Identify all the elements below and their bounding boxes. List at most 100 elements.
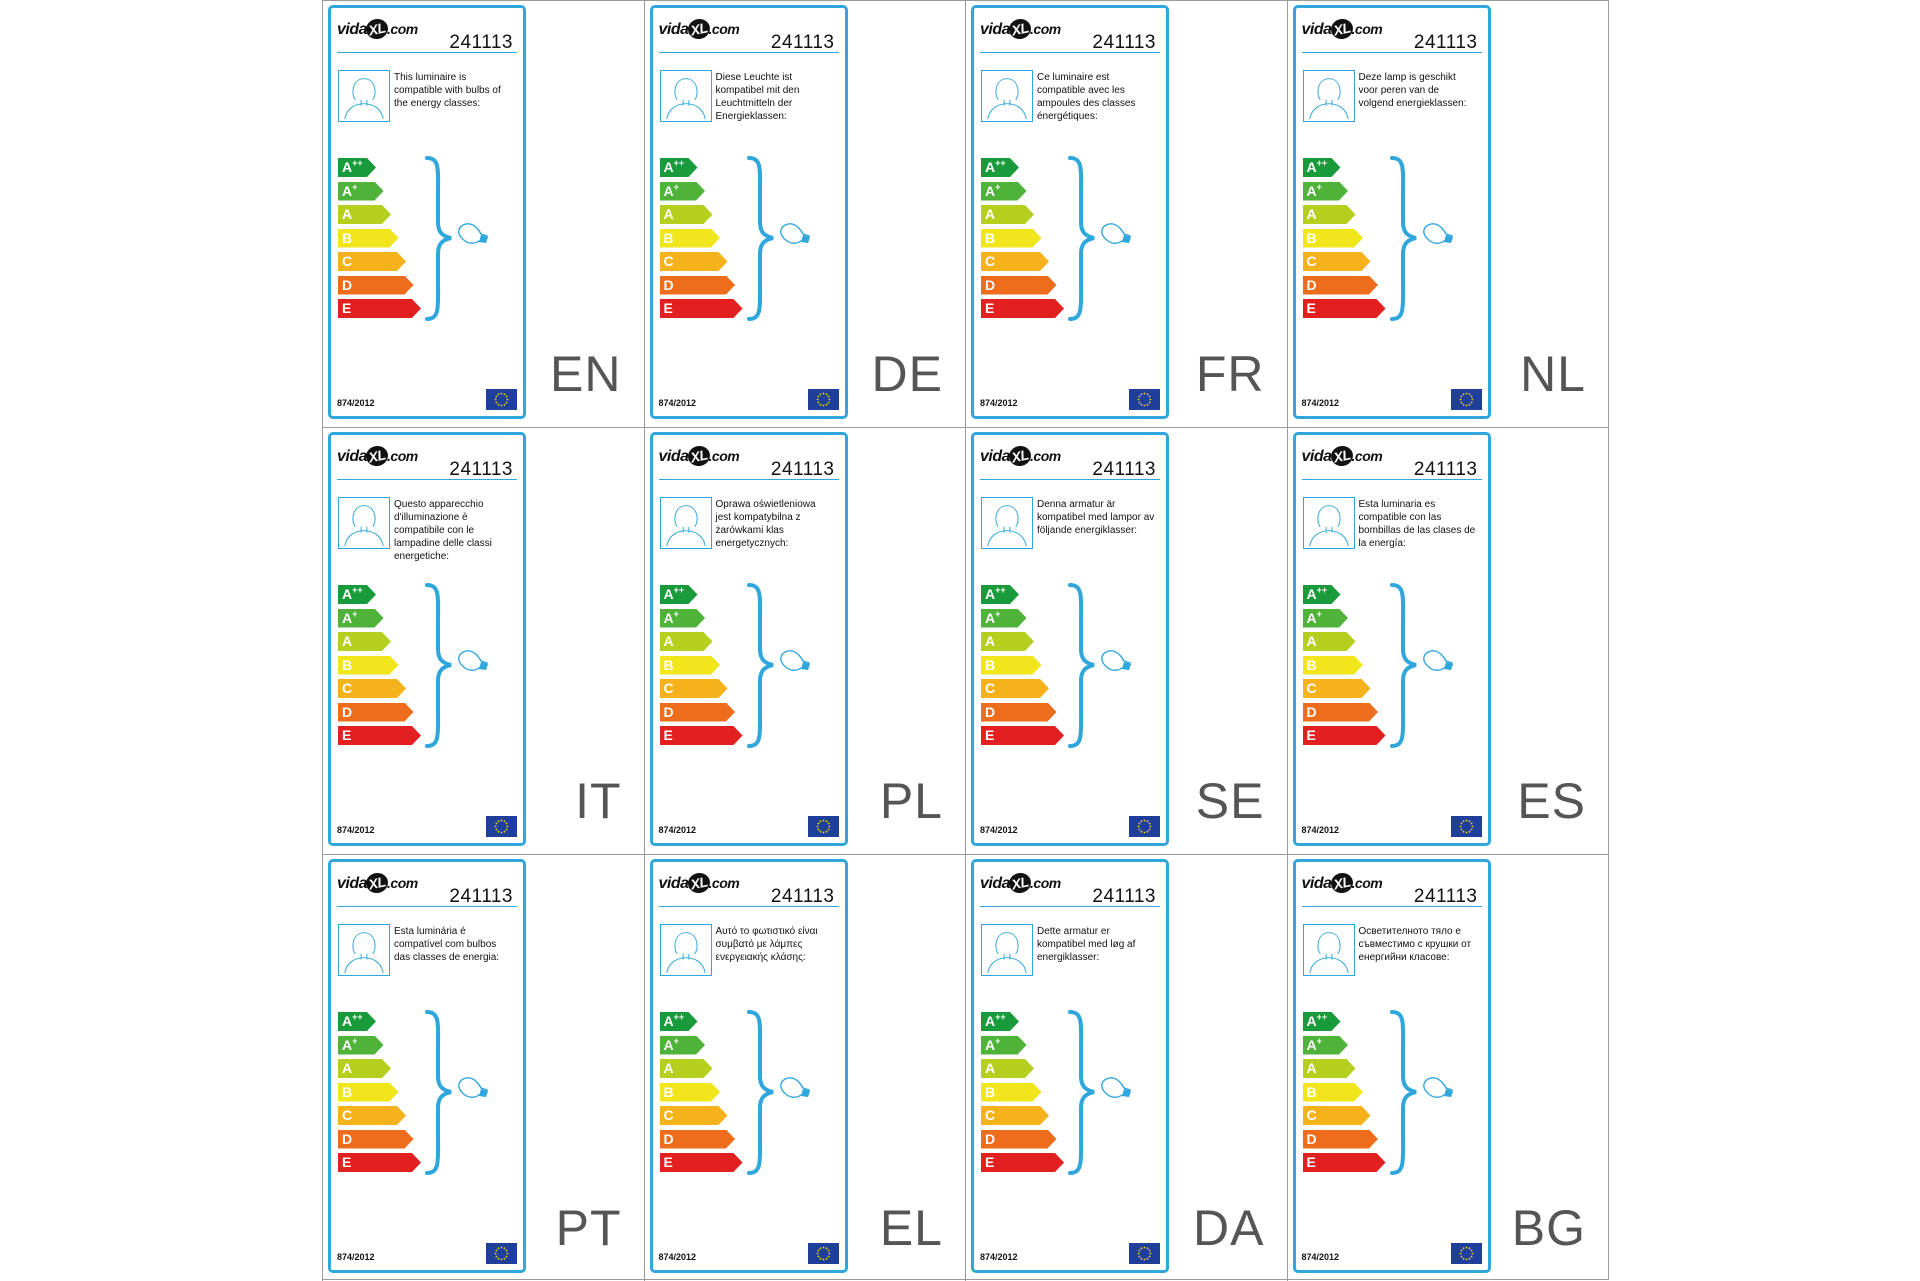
vidaxl-logo: vidaXL.com: [659, 16, 740, 42]
label-cell-it: vidaXL.com 241113 Questo apparecchio d'i…: [322, 427, 644, 854]
energy-class-bar: B: [981, 1083, 1042, 1102]
energy-class-bar: E: [338, 1153, 421, 1172]
energy-class-bar: E: [660, 299, 743, 318]
energy-label-card: vidaXL.com 241113 Oprawa oświetleniowa j…: [649, 432, 848, 846]
energy-class-scale: A++ A+ A B C D E: [338, 585, 428, 750]
luminaire-icon: [338, 924, 390, 976]
energy-class-scale: A++ A+ A B C D E: [660, 1012, 750, 1177]
energy-class-bar: C: [1303, 1106, 1371, 1125]
eu-flag-icon: [807, 1243, 839, 1264]
regulation-number: 874/2012: [980, 1252, 1018, 1262]
energy-class-bar: D: [981, 703, 1057, 722]
vidaxl-logo: vidaXL.com: [337, 16, 418, 42]
energy-label-card: vidaXL.com 241113 This luminaire is comp…: [328, 5, 526, 419]
brace-icon: [746, 156, 773, 321]
product-id: 241113: [770, 459, 835, 480]
language-code: FR: [1195, 346, 1265, 402]
energy-class-bar: A: [981, 632, 1034, 651]
energy-label-card: vidaXL.com 241113 Deze lamp is geschikt …: [1292, 5, 1491, 419]
energy-class-bar: A: [338, 632, 391, 651]
energy-class-scale: A++ A+ A B C D E: [1303, 1012, 1393, 1177]
product-id: 241113: [1413, 886, 1478, 907]
vidaxl-logo: vidaXL.com: [337, 870, 418, 896]
energy-class-bar: D: [660, 276, 736, 295]
compatibility-text: Deze lamp is geschikt voor peren van de …: [1358, 72, 1467, 109]
energy-class-bar: A+: [338, 609, 384, 628]
language-code: BG: [1511, 1200, 1586, 1256]
language-code: SE: [1195, 773, 1265, 829]
brace-icon: [425, 1010, 452, 1175]
energy-class-bar: A: [660, 632, 713, 651]
eu-flag-icon: [486, 816, 517, 837]
energy-class-bar: C: [981, 679, 1049, 698]
bulb-icon: [1422, 223, 1453, 244]
vidaxl-logo: vidaXL.com: [1302, 443, 1383, 469]
label-header: vidaXL.com 241113: [658, 870, 839, 907]
product-id: 241113: [449, 459, 513, 480]
compatibility-text: Ce luminaire est compatible avec les amp…: [1037, 72, 1136, 122]
compatibility-text: Esta luminaria es compatible con las bom…: [1358, 499, 1476, 549]
energy-class-bar: E: [981, 299, 1064, 318]
vidaxl-logo: vidaXL.com: [980, 443, 1061, 469]
product-id: 241113: [449, 32, 513, 53]
product-id: 241113: [1092, 886, 1156, 907]
luminaire-icon: [1302, 924, 1355, 976]
label-cell-el: vidaXL.com 241113 Αυτό το φωτιστικό είνα…: [643, 854, 965, 1281]
label-header: vidaXL.com 241113: [1301, 870, 1482, 907]
bulb-icon: [779, 650, 810, 671]
label-cell-se: vidaXL.com 241113 Denna armatur är kompa…: [965, 427, 1287, 854]
label-cell-en: vidaXL.com 241113 This luminaire is comp…: [322, 0, 644, 427]
label-cell-de: vidaXL.com 241113 Diese Leuchte ist komp…: [643, 0, 965, 427]
language-code: ES: [1517, 773, 1586, 829]
eu-flag-icon: [486, 389, 517, 410]
luminaire-icon: [981, 924, 1033, 976]
product-id: 241113: [449, 886, 513, 907]
energy-label-card: vidaXL.com 241113 Diese Leuchte ist komp…: [649, 5, 848, 419]
luminaire-icon: [1302, 70, 1355, 122]
energy-class-bar: E: [1303, 726, 1386, 745]
energy-class-bar: D: [1303, 276, 1379, 295]
energy-class-bar: A: [981, 205, 1034, 224]
compatibility-text: Denna armatur är kompatibel med lampor a…: [1037, 499, 1155, 536]
energy-class-bar: A++: [338, 158, 376, 177]
energy-class-bar: A: [1303, 1059, 1356, 1078]
label-header: vidaXL.com 241113: [337, 870, 517, 907]
label-cell-nl: vidaXL.com 241113 Deze lamp is geschikt …: [1286, 0, 1608, 427]
energy-class-scale: A++ A+ A B C D E: [338, 1012, 428, 1177]
compatibility-text: Oprawa oświetleniowa jest kompatybilna z…: [715, 499, 816, 549]
bulb-icon: [458, 223, 488, 244]
luminaire-icon: [338, 70, 390, 122]
energy-class-bar: D: [338, 1130, 414, 1149]
energy-class-bar: B: [1303, 229, 1364, 248]
brace-icon: [1389, 156, 1416, 321]
luminaire-icon: [659, 924, 712, 976]
energy-class-bar: C: [981, 1106, 1049, 1125]
label-cell-pl: vidaXL.com 241113 Oprawa oświetleniowa j…: [643, 427, 965, 854]
bulb-icon: [458, 650, 488, 671]
energy-label-card: vidaXL.com 241113 Esta luminária é compa…: [328, 859, 526, 1273]
compatibility-text: Dette armatur er kompatibel med løg af e…: [1037, 926, 1136, 963]
energy-class-bar: B: [981, 229, 1042, 248]
energy-class-bar: A++: [1303, 158, 1341, 177]
label-header: vidaXL.com 241113: [980, 16, 1160, 53]
language-code: PL: [879, 773, 943, 829]
luminaire-icon: [659, 497, 712, 549]
energy-class-bar: A++: [338, 1012, 376, 1031]
regulation-number: 874/2012: [337, 398, 375, 408]
energy-class-bar: E: [660, 726, 743, 745]
label-header: vidaXL.com 241113: [337, 443, 517, 480]
energy-class-scale: A++ A+ A B C D E: [981, 585, 1071, 750]
label-header: vidaXL.com 241113: [1301, 443, 1482, 480]
energy-class-bar: E: [660, 1153, 743, 1172]
compatibility-text: Осветителното тяло е съвместимо с крушки…: [1358, 926, 1472, 963]
regulation-number: 874/2012: [658, 825, 697, 835]
eu-flag-icon: [807, 816, 839, 837]
energy-label-grid: vidaXL.com 241113 This luminaire is comp…: [322, 0, 1609, 1281]
eu-flag-icon: [1129, 389, 1160, 410]
energy-class-bar: A: [660, 205, 713, 224]
eu-flag-icon: [1450, 816, 1482, 837]
label-header: vidaXL.com 241113: [337, 16, 517, 53]
energy-class-scale: A++ A+ A B C D E: [981, 1012, 1071, 1177]
bulb-icon: [1101, 223, 1131, 244]
vidaxl-logo: vidaXL.com: [659, 443, 740, 469]
